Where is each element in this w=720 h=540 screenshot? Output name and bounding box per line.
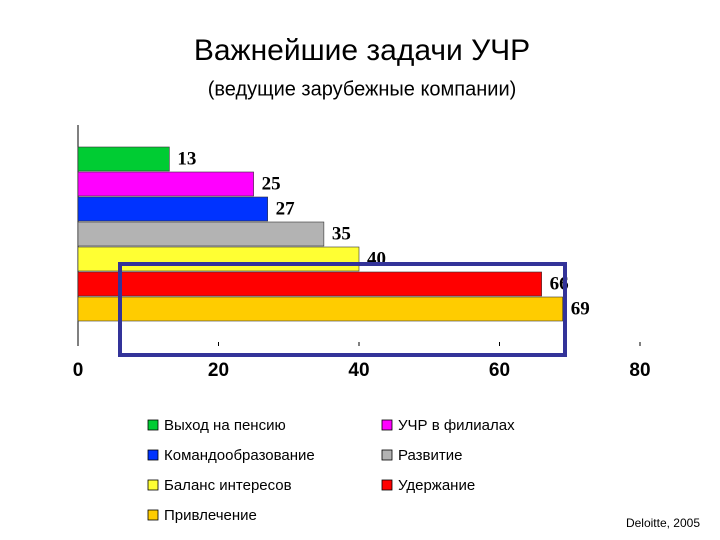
legend-label: Развитие [398, 447, 463, 464]
bar [77, 296, 564, 322]
legend-label: Привлечение [164, 507, 257, 524]
bar [77, 196, 268, 222]
legend-swatch [147, 509, 159, 521]
value-label: 27 [276, 198, 296, 219]
source: Deloitte, 2005 [626, 516, 700, 530]
bar [77, 246, 360, 272]
x-tick-label: 0 [73, 360, 84, 381]
legend-swatch [381, 479, 393, 491]
legend-label: УЧР в филиалах [398, 417, 515, 434]
x-tick-label: 20 [208, 360, 229, 381]
legend-swatch [381, 449, 393, 461]
legend-label: Баланс интересов [164, 477, 292, 494]
bar [77, 146, 170, 172]
legend-label: Командообразование [164, 447, 315, 464]
x-tick-label: 80 [629, 360, 650, 381]
value-label: 69 [571, 298, 590, 319]
bar [77, 171, 254, 197]
value-label: 40 [367, 248, 386, 269]
legend-label: Удержание [398, 477, 475, 494]
value-label: 13 [177, 148, 196, 169]
x-tick-label: 60 [489, 360, 510, 381]
highlight-box [118, 262, 567, 357]
value-label: 25 [262, 173, 281, 194]
chart-subtitle: (ведущие зарубежные компании) [208, 78, 517, 100]
chart-title: Важнейшие задачи УЧР [194, 34, 530, 67]
legend-swatch [381, 419, 393, 431]
bar [77, 221, 325, 247]
legend-swatch [147, 449, 159, 461]
legend-swatch [147, 479, 159, 491]
value-label: 35 [332, 223, 351, 244]
legend-swatch [147, 419, 159, 431]
bar [77, 271, 542, 297]
legend-label: Выход на пенсию [164, 417, 286, 434]
x-tick-label: 40 [348, 360, 369, 381]
